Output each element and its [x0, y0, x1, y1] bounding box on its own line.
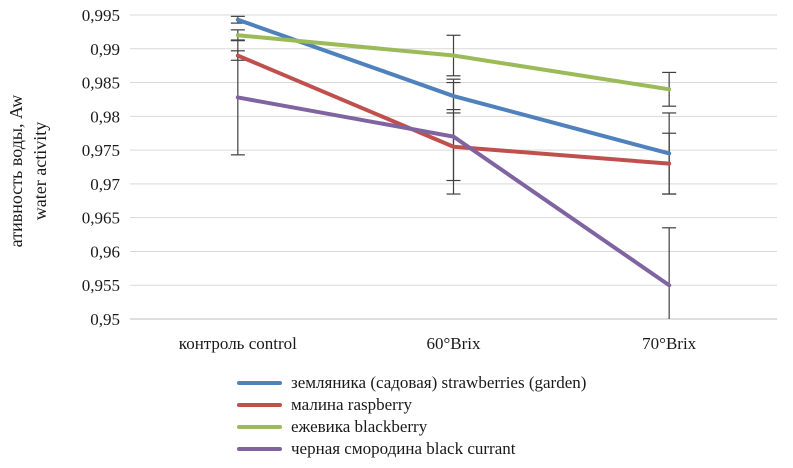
legend-item-black-currant: черная смородина black currant	[237, 438, 586, 460]
legend-label-strawberries: земляника (садовая) strawberries (garden…	[291, 373, 587, 392]
x-axis-label: 70°Brix	[642, 334, 697, 353]
legend-swatch-strawberries	[237, 381, 282, 385]
x-axis-label: 60°Brix	[426, 334, 481, 353]
y-tick-label: 0,985	[82, 74, 120, 93]
series-line-blackberry	[235, 33, 672, 92]
legend-swatch-raspberry	[237, 403, 282, 407]
y-tick-label: 0,965	[82, 209, 120, 228]
series-line-strawberries-garden	[235, 17, 672, 156]
y-tick-label: 0,95	[90, 310, 120, 329]
legend-item-strawberries: земляника (садовая) strawberries (garden…	[237, 372, 586, 394]
y-tick-label: 0,975	[82, 141, 120, 160]
plot-area: 0,995 0,99 0,985 0,98 0,975 0,97 0,965 0,96 0,95…	[82, 6, 777, 353]
y-tick-label: 0,96	[90, 242, 120, 261]
y-axis-title: ативность воды, Aw water activity	[4, 19, 56, 323]
series-line-raspberry	[235, 53, 672, 166]
y-tick-label: 0,995	[82, 6, 120, 25]
series-line-black-currant	[235, 95, 672, 288]
error-bars	[230, 15, 677, 319]
legend-item-raspberry: малина raspberry	[237, 394, 586, 416]
y-axis-title-line-2: water activity	[30, 121, 51, 221]
y-tick-label: 0,955	[82, 276, 120, 295]
y-tick-label: 0,99	[90, 40, 120, 59]
legend: земляника (садовая) strawberries (garden…	[237, 372, 586, 460]
legend-item-blackberry: ежевика blackberry	[237, 416, 586, 438]
y-tick-label: 0,98	[90, 107, 120, 126]
y-axis-title-line-1: ативность воды, Aw	[6, 94, 26, 248]
legend-label-black-currant: черная смородина black currant	[291, 439, 516, 458]
legend-label-raspberry: малина raspberry	[291, 395, 413, 414]
legend-label-blackberry: ежевика blackberry	[291, 417, 428, 436]
y-tick-label: 0,97	[90, 175, 120, 194]
x-axis-label: контроль control	[179, 334, 297, 353]
legend-swatch-black-currant	[237, 447, 282, 451]
legend-swatch-blackberry	[237, 425, 282, 429]
